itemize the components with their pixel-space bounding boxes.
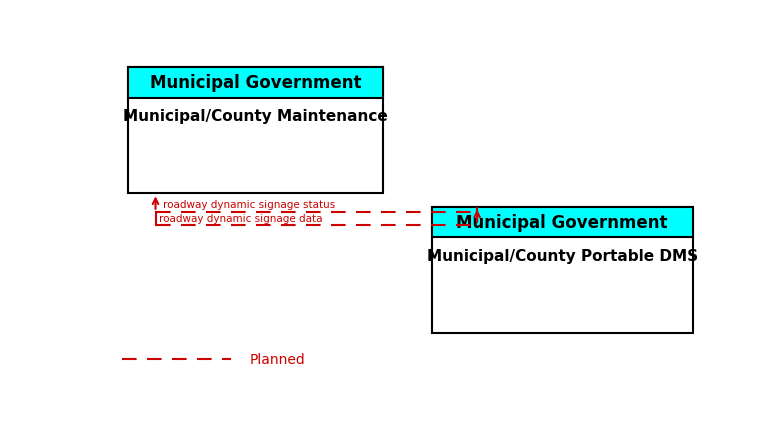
Text: roadway dynamic signage data: roadway dynamic signage data [158,213,322,224]
Text: Planned: Planned [250,353,305,366]
Text: Municipal/County Maintenance: Municipal/County Maintenance [123,109,388,124]
Bar [128,68,383,194]
Text: Municipal Government: Municipal Government [456,213,668,231]
Bar [431,207,693,333]
Bar [431,207,693,237]
Text: roadway dynamic signage status: roadway dynamic signage status [163,200,335,209]
Text: Municipal Government: Municipal Government [150,74,362,92]
Bar [128,68,383,98]
Text: Municipal/County Portable DMS: Municipal/County Portable DMS [427,248,698,263]
